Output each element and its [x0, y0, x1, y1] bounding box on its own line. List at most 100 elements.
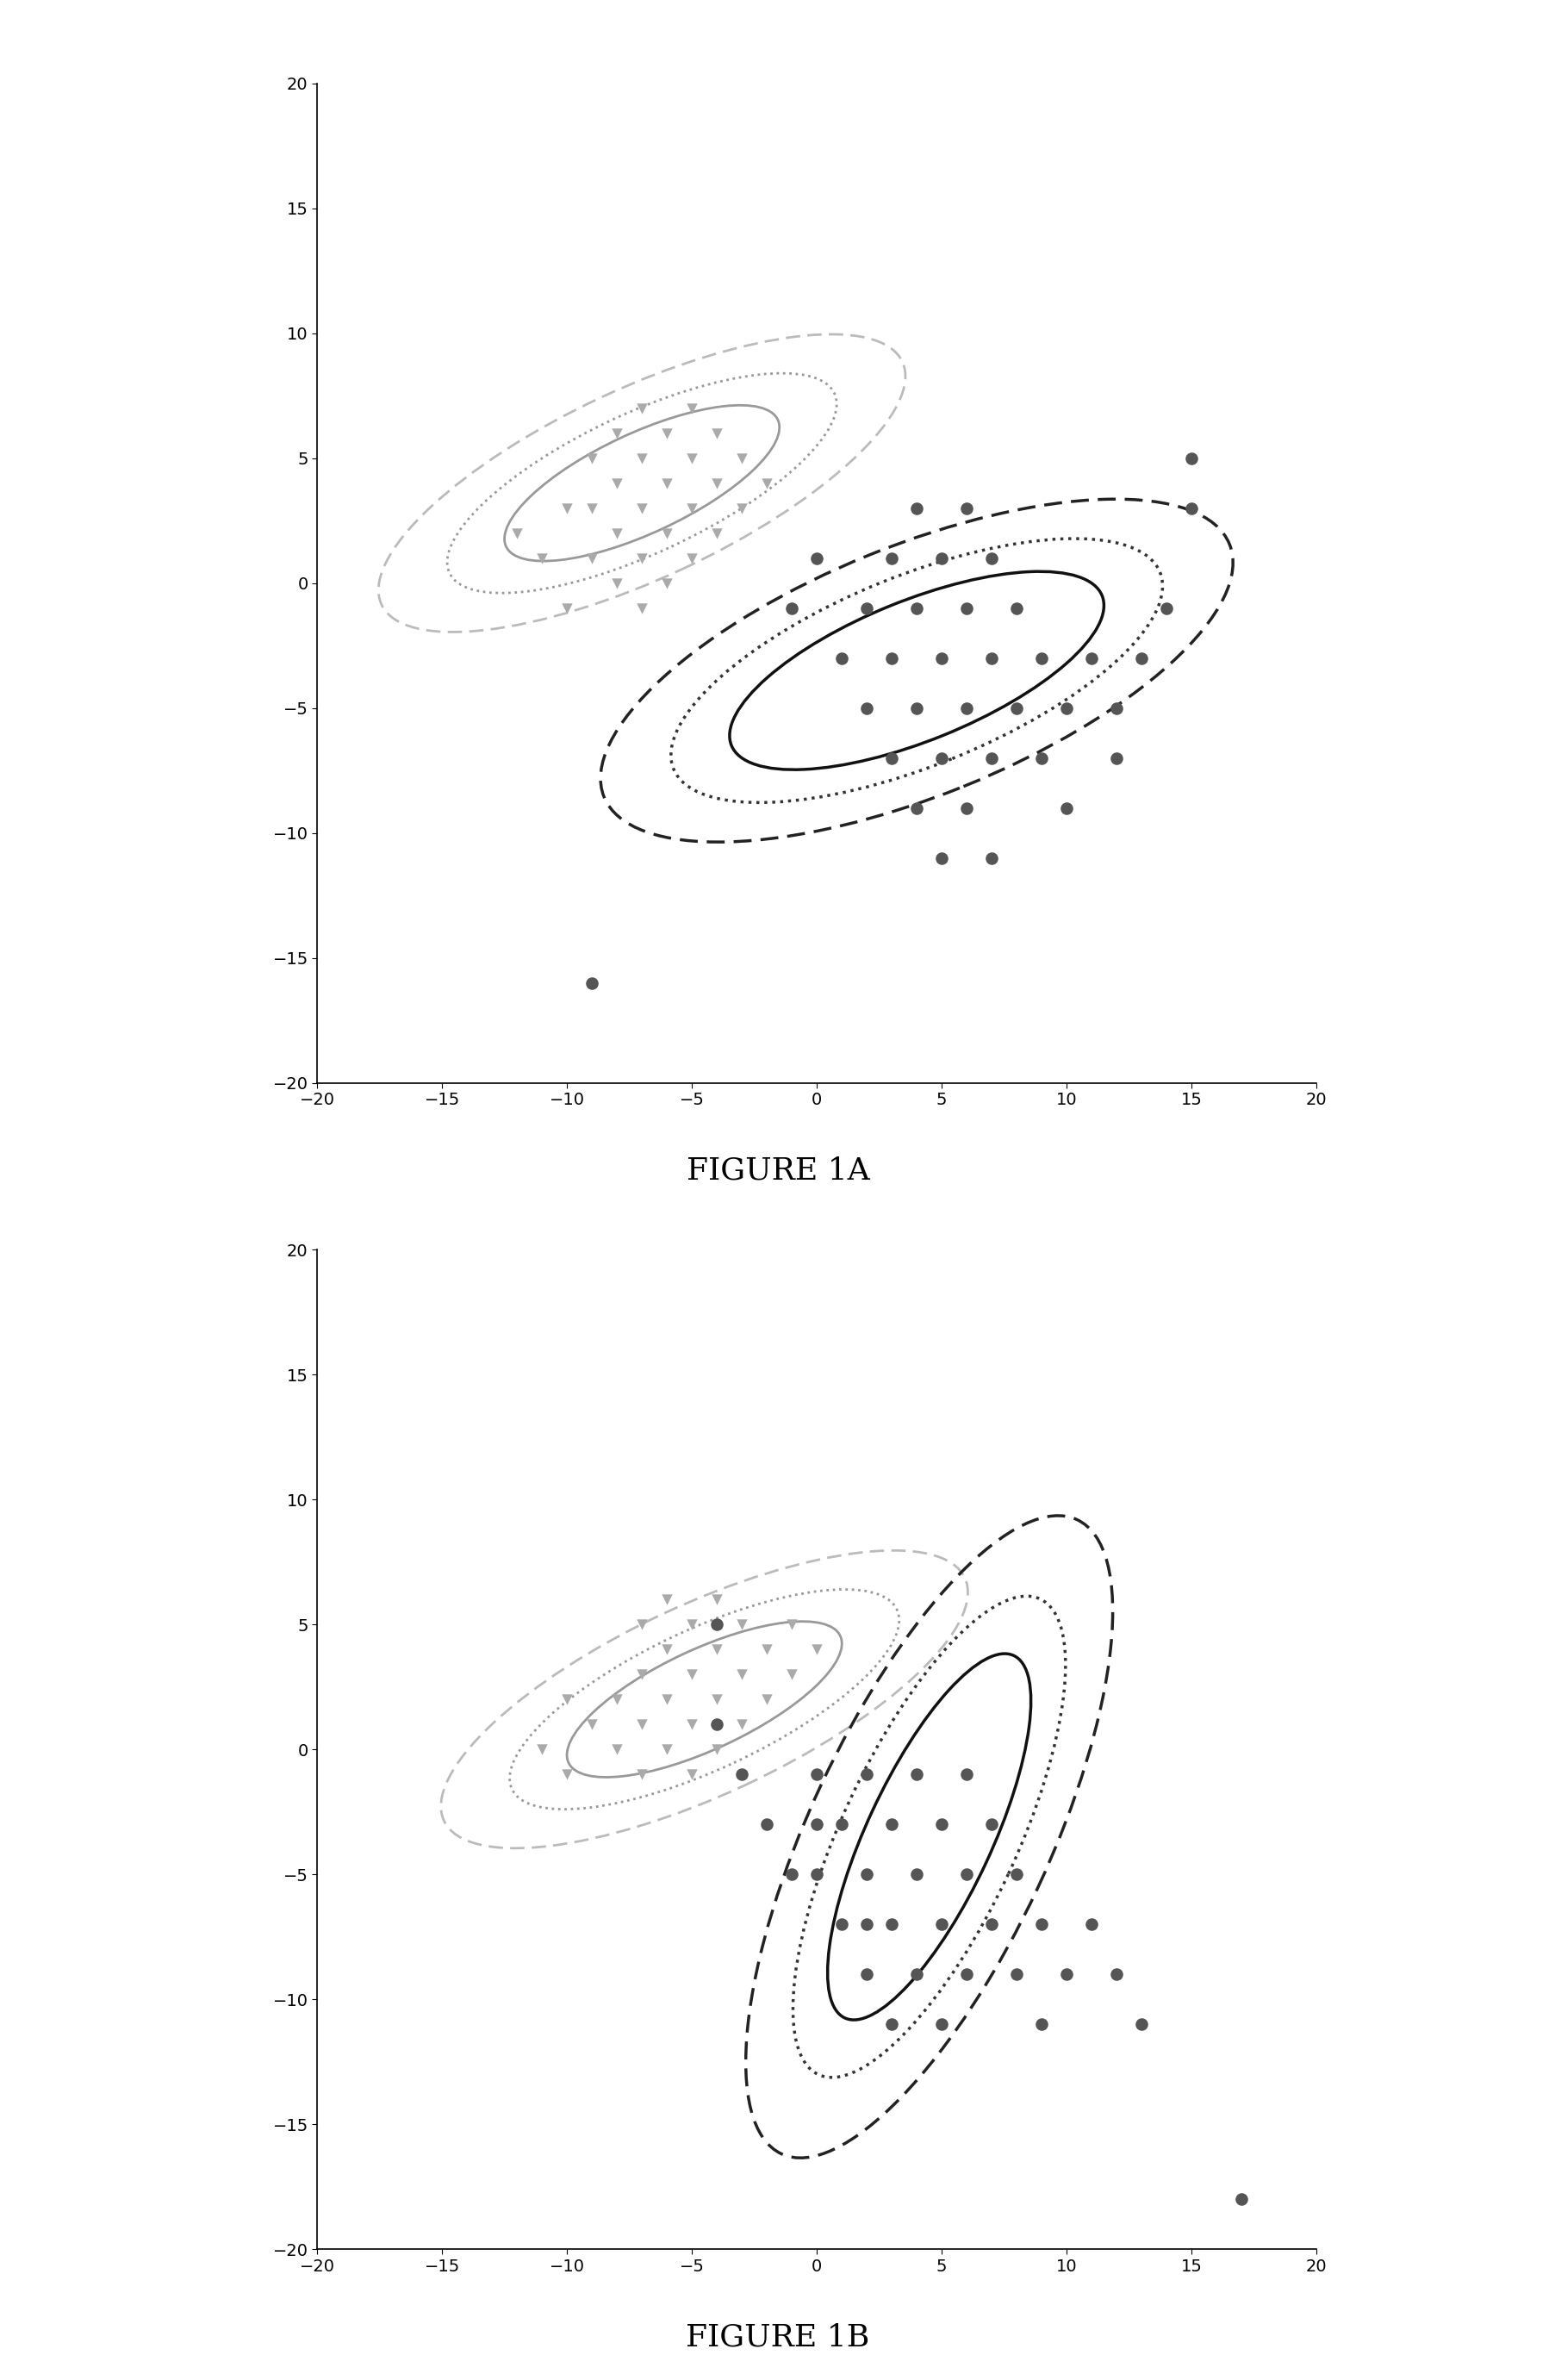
Point — [903, 1956, 928, 1994]
Point — [605, 564, 630, 602]
Point — [1029, 2004, 1054, 2042]
Point — [953, 690, 978, 728]
Point — [1054, 690, 1079, 728]
Point — [953, 1956, 978, 1994]
Point — [729, 488, 754, 526]
Point — [978, 1904, 1003, 1942]
Point — [630, 1656, 655, 1695]
Point — [1003, 1956, 1028, 1994]
Point — [704, 1704, 729, 1742]
Point — [554, 488, 578, 526]
Point — [655, 464, 680, 502]
Point — [1029, 638, 1054, 676]
Point — [953, 788, 978, 826]
Point — [978, 638, 1003, 676]
Point — [1054, 1956, 1079, 1994]
Point — [630, 488, 655, 526]
Point — [1003, 588, 1028, 626]
Point — [953, 488, 978, 526]
Point — [680, 1606, 704, 1645]
Point — [1129, 638, 1154, 676]
Point — [854, 1856, 879, 1894]
Point — [655, 1580, 680, 1618]
Point — [928, 1904, 953, 1942]
Point — [953, 1756, 978, 1795]
Point — [578, 1704, 603, 1742]
Point — [953, 588, 978, 626]
Point — [1029, 1904, 1054, 1942]
Point — [1029, 738, 1054, 776]
Point — [1079, 638, 1104, 676]
Point — [655, 1680, 680, 1718]
Point — [903, 1756, 928, 1795]
Point — [1228, 2180, 1253, 2218]
Point — [605, 414, 630, 452]
Point — [680, 538, 704, 576]
Point — [704, 1580, 729, 1618]
Point — [854, 1904, 879, 1942]
Point — [655, 1630, 680, 1668]
Point — [928, 538, 953, 576]
Point — [754, 1630, 779, 1668]
Point — [879, 738, 903, 776]
Point — [779, 1606, 804, 1645]
Point — [1054, 788, 1079, 826]
Point — [1003, 690, 1028, 728]
Point — [729, 1606, 754, 1645]
Point — [729, 1756, 754, 1795]
Point — [630, 538, 655, 576]
Point — [630, 1606, 655, 1645]
Point — [655, 514, 680, 552]
Point — [754, 1680, 779, 1718]
Point — [903, 690, 928, 728]
Point — [605, 1680, 630, 1718]
Point — [704, 1606, 729, 1645]
Point — [704, 414, 729, 452]
Point — [655, 564, 680, 602]
Point — [655, 1730, 680, 1768]
Point — [605, 464, 630, 502]
Point — [879, 538, 903, 576]
Point — [754, 464, 779, 502]
Point — [928, 1806, 953, 1845]
Point — [1104, 1956, 1129, 1994]
Point — [879, 1904, 903, 1942]
Point — [804, 1806, 829, 1845]
Point — [704, 1680, 729, 1718]
Point — [605, 514, 630, 552]
Point — [630, 1704, 655, 1742]
Point — [953, 1856, 978, 1894]
Point — [854, 1756, 879, 1795]
Point — [903, 488, 928, 526]
Point — [804, 538, 829, 576]
Point — [704, 464, 729, 502]
Point — [680, 438, 704, 476]
Point — [729, 1704, 754, 1742]
Point — [829, 638, 854, 676]
Point — [978, 1806, 1003, 1845]
Point — [854, 588, 879, 626]
Point — [630, 438, 655, 476]
Point — [754, 1806, 779, 1845]
Point — [1129, 2004, 1154, 2042]
Point — [779, 1856, 804, 1894]
Point — [1104, 690, 1129, 728]
Point — [779, 1656, 804, 1695]
Point — [1003, 1856, 1028, 1894]
Point — [879, 1806, 903, 1845]
Point — [578, 438, 603, 476]
Point — [829, 1904, 854, 1942]
Point — [704, 1730, 729, 1768]
Point — [1154, 588, 1179, 626]
Point — [804, 1756, 829, 1795]
Point — [903, 588, 928, 626]
Point — [903, 788, 928, 826]
Point — [680, 1656, 704, 1695]
Point — [630, 1756, 655, 1795]
Point — [554, 1756, 578, 1795]
Point — [903, 1856, 928, 1894]
Point — [1079, 1904, 1104, 1942]
Point — [804, 1630, 829, 1668]
Point — [578, 538, 603, 576]
Point — [554, 588, 578, 626]
